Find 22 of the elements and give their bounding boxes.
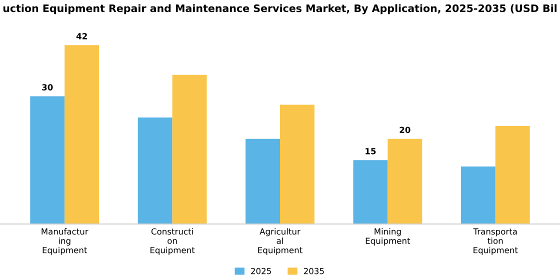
bar [388,138,422,224]
x-tick-label: Transporta tion Equipment [473,228,518,255]
chart-title: uction Equipment Repair and Maintenance Services Market, By Application, 2025-2035 (USD Bil [3,4,556,14]
bar [495,126,530,224]
bar [353,160,388,224]
data-label: 20 [400,126,410,134]
legend-label: 2035 [304,268,324,274]
bar [246,138,280,224]
data-label: 15 [366,148,376,154]
bar [460,166,496,224]
bar [138,118,172,224]
data-label: 30 [42,84,53,90]
bar [64,45,100,224]
bar [280,104,314,224]
x-tick-label: Manufactur ing Equipment [42,228,88,255]
bar [172,74,207,224]
legend-label: 2025 [251,268,271,274]
data-label: 42 [76,33,87,40]
x-tick-label: Constructi on Equipment [150,228,195,255]
bar [30,96,65,224]
x-tick-label: Agricultur al Equipment [258,228,302,255]
x-tick-label: Mining Equipment [366,228,410,246]
